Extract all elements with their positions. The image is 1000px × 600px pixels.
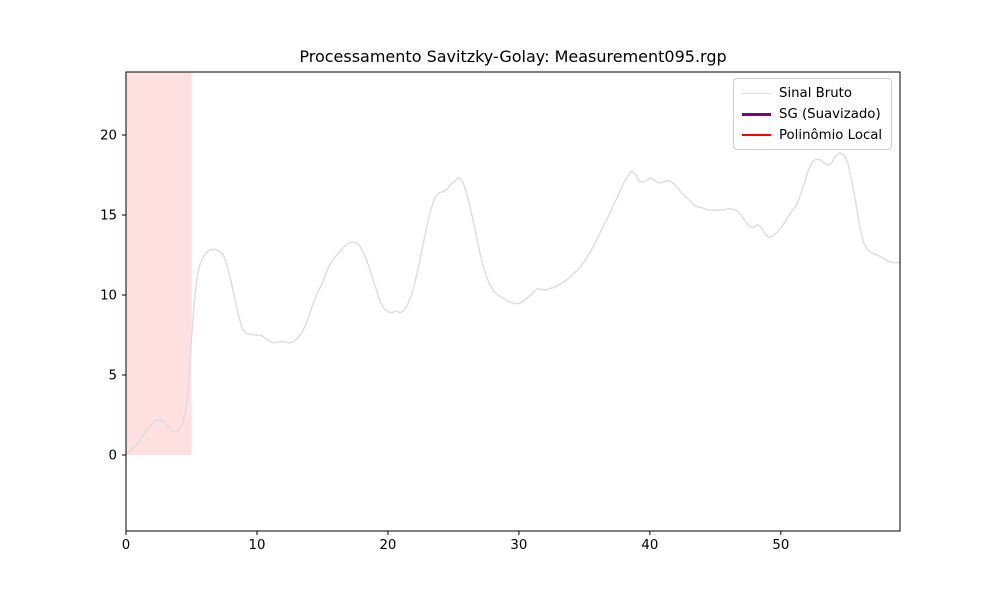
y-tick-label: 0: [109, 449, 117, 464]
legend: Sinal Bruto SG (Suavizado) Polinômio Loc…: [733, 78, 892, 150]
y-tick-label: 20: [100, 129, 117, 144]
legend-entry-sinal-bruto: Sinal Bruto: [742, 84, 883, 102]
legend-label-sg-suavizado: SG (Suavizado): [779, 106, 881, 122]
y-tick-label: 5: [109, 369, 117, 384]
legend-entry-sg-suavizado: SG (Suavizado): [742, 105, 883, 123]
x-tick-label: 10: [249, 538, 266, 553]
legend-line-sample-sinal-bruto: [742, 92, 771, 94]
x-tick-label: 0: [122, 538, 130, 553]
x-tick-label: 20: [379, 538, 396, 553]
x-tick-label: 30: [510, 538, 527, 553]
x-tick-label: 40: [641, 538, 658, 553]
x-tick-label: 50: [772, 538, 789, 553]
legend-line-sample-polinomio-local: [742, 134, 771, 136]
legend-line-sample-sg-suavizado: [742, 112, 771, 116]
chart-title: Processamento Savitzky-Golay: Measuremen…: [299, 47, 727, 66]
legend-label-polinomio-local: Polinômio Local: [779, 127, 883, 143]
y-tick-label: 10: [100, 289, 117, 304]
series-sinal-bruto: [125, 151, 901, 455]
local-window-highlight: [126, 72, 192, 456]
y-tick-label: 15: [100, 209, 117, 224]
axes-spines: [125, 71, 901, 532]
legend-entry-polinomio-local: Polinômio Local: [742, 126, 883, 144]
legend-label-sinal-bruto: Sinal Bruto: [779, 85, 852, 101]
